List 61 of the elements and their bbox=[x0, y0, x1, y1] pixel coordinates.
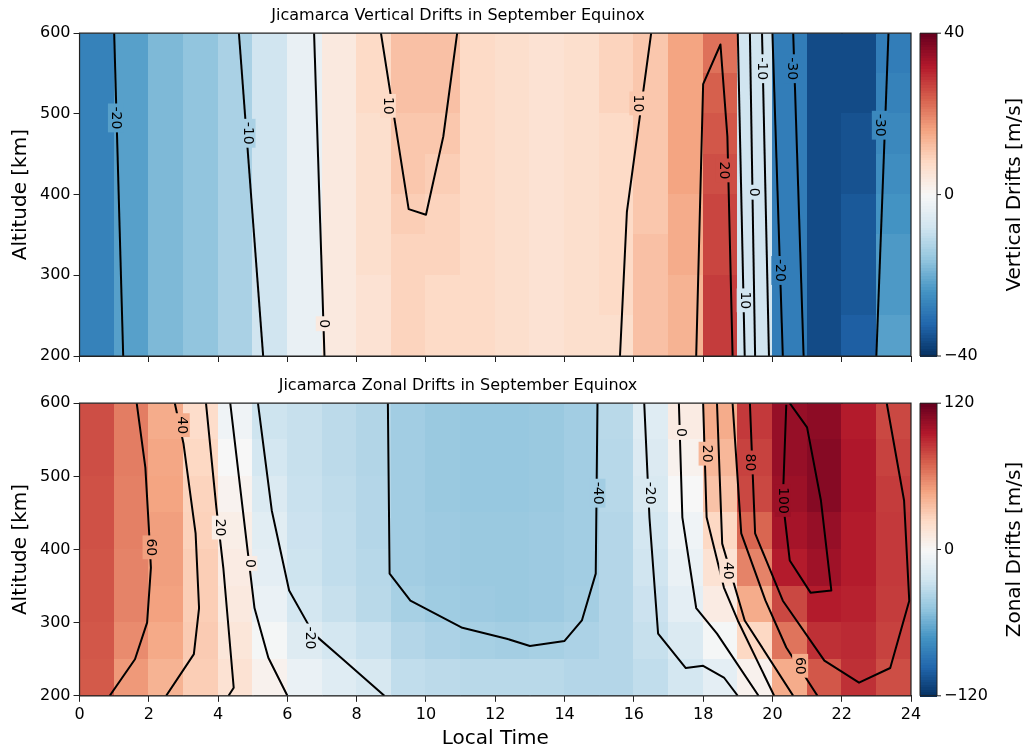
x-tick-label: 14 bbox=[554, 703, 575, 723]
annotation: -10 bbox=[755, 57, 772, 81]
color-bar-label: 40 bbox=[944, 22, 965, 42]
x-tick-label: 20 bbox=[762, 703, 783, 723]
x-tick-label: 16 bbox=[623, 703, 645, 723]
x-axis-title: Local Time bbox=[441, 725, 549, 750]
annotation: 60 bbox=[143, 538, 160, 557]
x-tick-label: 0 bbox=[74, 703, 85, 723]
annotation: 10 bbox=[630, 94, 647, 113]
annotation: 10 bbox=[381, 96, 398, 115]
color-bar-label: 0 bbox=[944, 183, 955, 203]
annotation: -40 bbox=[590, 481, 607, 505]
annotation: 60 bbox=[793, 656, 810, 675]
annotation: 0 bbox=[317, 319, 334, 329]
x-tick-label: 10 bbox=[415, 703, 437, 723]
color-bar-label: 0 bbox=[944, 538, 955, 558]
chart-title: Jicamarca Vertical Drifts in September Equinox bbox=[270, 4, 645, 24]
annotation: 20 bbox=[699, 444, 716, 463]
y-tick-label: 200 bbox=[39, 684, 71, 704]
x-tick-label: 8 bbox=[351, 703, 362, 723]
x-tick-label: 12 bbox=[485, 703, 506, 723]
annotation: -20 bbox=[109, 106, 126, 130]
annotation: -10 bbox=[240, 121, 257, 145]
y-axis-title: Altitude [km] bbox=[7, 483, 32, 616]
annotation: -20 bbox=[642, 481, 659, 505]
x-tick-label: 6 bbox=[282, 703, 293, 723]
y-tick-label: 400 bbox=[39, 538, 71, 558]
y-tick-label: 500 bbox=[39, 465, 71, 485]
annotation: -30 bbox=[784, 57, 801, 81]
color-bar-title: Zonal Drifts [m/s] bbox=[1001, 461, 1026, 638]
annotation: 10 bbox=[738, 291, 755, 310]
annotation: 0 bbox=[746, 187, 763, 197]
y-tick-label: 600 bbox=[39, 392, 71, 412]
color-bar-title: Vertical Drifts [m/s] bbox=[1001, 97, 1026, 292]
color-bar-label: −40 bbox=[944, 345, 978, 365]
annotation: 0 bbox=[673, 428, 690, 437]
annotation: 0 bbox=[242, 558, 259, 568]
y-tick-label: 200 bbox=[39, 345, 71, 365]
x-tick-label: 24 bbox=[900, 703, 922, 723]
annotation: 20 bbox=[717, 161, 734, 180]
annotation: -30 bbox=[873, 113, 890, 137]
annotation: 20 bbox=[213, 518, 230, 537]
annotation: -20 bbox=[772, 259, 789, 282]
annotation: -20 bbox=[303, 626, 320, 650]
x-tick-label: 2 bbox=[143, 703, 154, 723]
color-bar-label: 120 bbox=[944, 392, 975, 412]
x-tick-label: 18 bbox=[692, 703, 714, 723]
y-tick-label: 400 bbox=[39, 183, 71, 203]
annotation: 100 bbox=[776, 487, 793, 514]
y-tick-label: 300 bbox=[39, 264, 71, 284]
y-axis-title: Altitude [km] bbox=[7, 129, 32, 261]
annotation: 40 bbox=[720, 561, 737, 580]
x-tick-label: 4 bbox=[213, 703, 224, 723]
chart-title: Jicamarca Zonal Drifts in September Equinox bbox=[277, 374, 638, 394]
annotation: 40 bbox=[175, 416, 192, 435]
color-bar-label: −120 bbox=[944, 684, 988, 704]
y-tick-label: 300 bbox=[39, 611, 71, 631]
y-tick-label: 600 bbox=[39, 22, 71, 42]
x-tick-label: 22 bbox=[831, 703, 852, 723]
y-tick-label: 500 bbox=[39, 103, 71, 123]
annotation: 80 bbox=[743, 453, 760, 472]
